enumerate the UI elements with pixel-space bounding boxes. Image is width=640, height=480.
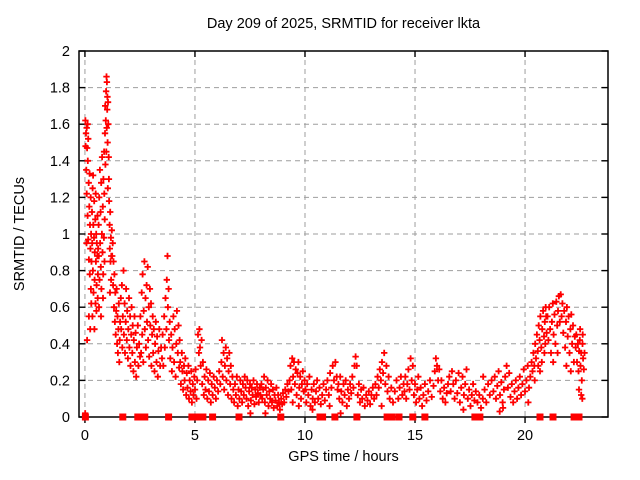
y-tick-label: 1.2 xyxy=(50,190,70,206)
y-tick-label: 1.8 xyxy=(50,81,70,97)
x-tick-label: 20 xyxy=(517,428,533,444)
y-tick-label: 2 xyxy=(62,44,70,60)
x-tick-label: 15 xyxy=(407,428,423,444)
y-tick-label: 0.6 xyxy=(50,300,70,316)
y-tick-label: 0.2 xyxy=(50,373,70,389)
series-srmtid-points xyxy=(82,73,588,417)
y-tick-label: 1.4 xyxy=(50,154,70,170)
chart-title: Day 209 of 2025, SRMTID for receiver lkt… xyxy=(206,16,481,32)
x-axis-label: GPS time / hours xyxy=(288,449,399,465)
y-tick-label: 1 xyxy=(62,227,70,243)
x-tick-label: 5 xyxy=(191,428,199,444)
x-tick-label: 10 xyxy=(297,428,313,444)
series-zero-markers xyxy=(81,413,583,421)
y-tick-label: 0.8 xyxy=(50,264,70,280)
y-tick-label: 0.4 xyxy=(50,337,70,353)
y-tick-label: 0 xyxy=(62,410,70,426)
x-tick-label: 0 xyxy=(81,428,89,444)
y-tick-label: 1.6 xyxy=(50,117,70,133)
